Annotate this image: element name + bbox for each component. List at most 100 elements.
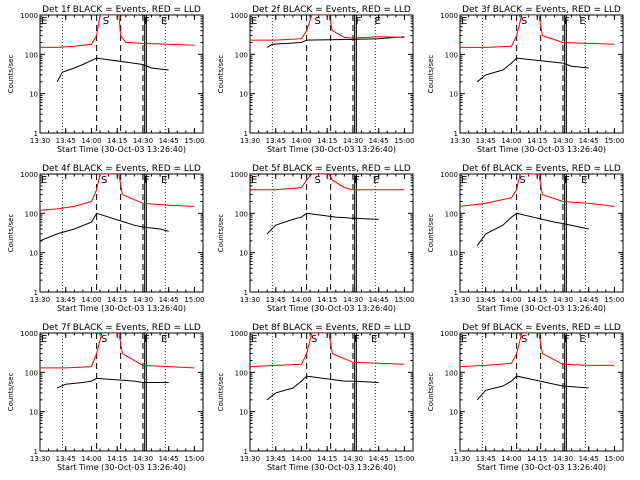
marker-letter-f: F	[354, 334, 360, 345]
x-tick-label: 13:45	[476, 137, 496, 145]
x-tick-label: 14:15	[527, 296, 547, 304]
y-tick-label: 1	[244, 130, 248, 138]
x-axis-label: Start Time (30-Oct-03 13:26:40)	[267, 304, 396, 313]
marker-letter-e: E	[461, 334, 467, 345]
x-tick-label: 14:00	[501, 455, 521, 463]
x-tick-label: 13:30	[30, 296, 50, 304]
marker-letter-e: E	[161, 334, 167, 345]
lld-series-line	[40, 333, 195, 369]
chart-title: Det 9f BLACK = Events, RED = LLD	[462, 323, 621, 333]
y-axis-label: Counts/sec	[427, 373, 435, 412]
y-tick-label: 1	[454, 448, 458, 456]
x-tick-label: 14:15	[107, 296, 127, 304]
y-tick-label: 10	[449, 409, 458, 417]
events-series-line	[266, 36, 405, 48]
marker-letter-f: F	[144, 334, 150, 345]
events-series-line	[266, 375, 379, 401]
marker-letter-s: S	[521, 16, 527, 27]
y-axis-label: Counts/sec	[217, 55, 225, 94]
plot-frame	[249, 14, 414, 134]
y-tick-label: 100	[445, 51, 458, 59]
y-axis-label: Counts/sec	[217, 373, 225, 412]
marker-letter-e: E	[461, 175, 467, 186]
marker-letter-e: E	[579, 334, 585, 345]
x-axis-label: Start Time (30-Oct-03 13:26:40)	[57, 463, 186, 472]
y-tick-labels: 1 10 100 1000	[230, 12, 248, 138]
x-tick-label: 14:45	[369, 137, 389, 145]
y-tick-label: 1000	[230, 12, 248, 20]
y-tick-label: 1000	[20, 171, 38, 179]
marker-letter-s: S	[101, 334, 107, 345]
y-tick-label: 100	[25, 51, 38, 59]
y-tick-label: 100	[25, 369, 38, 377]
x-tick-label: 15:00	[394, 455, 414, 463]
chart-title: Det 6f BLACK = Events, RED = LLD	[462, 164, 621, 174]
x-tick-label: 13:45	[476, 455, 496, 463]
lld-series-line	[460, 174, 615, 207]
panel-6f: Det 6f BLACK = Events, RED = LLD 1 10 100 10…	[427, 164, 625, 313]
lld-series-line	[40, 174, 195, 211]
marker-letter-e: E	[251, 16, 257, 27]
x-tick-label: 14:45	[579, 296, 599, 304]
x-tick-label: 13:30	[240, 137, 260, 145]
chart-title: Det 8f BLACK = Events, RED = LLD	[252, 323, 411, 333]
y-tick-label: 10	[239, 250, 248, 258]
plot-frame	[459, 173, 624, 293]
marker-letter-f: F	[356, 16, 362, 27]
marker-letter-e: E	[581, 175, 587, 186]
events-series-line	[476, 212, 589, 246]
x-tick-label: 14:15	[527, 137, 547, 145]
x-axis-label: Start Time (30-Oct-03 13:26:40)	[267, 145, 396, 154]
x-tick-label: 14:45	[579, 137, 599, 145]
y-tick-labels: 1 10 100 1000	[230, 171, 248, 297]
marker-letter-e: E	[161, 16, 167, 27]
marker-letter-s: S	[311, 334, 317, 345]
y-tick-label: 10	[239, 409, 248, 417]
y-tick-labels: 1 10 100 1000	[20, 12, 38, 138]
x-tick-label: 14:30	[553, 455, 573, 463]
lld-series-line	[460, 15, 615, 48]
y-tick-label: 1	[454, 130, 458, 138]
y-tick-label: 1000	[20, 330, 38, 338]
x-axis-label: Start Time (30-Oct-03 13:26:40)	[57, 304, 186, 313]
x-tick-label: 13:30	[450, 137, 470, 145]
marker-letter-s: S	[314, 175, 320, 186]
x-tick-label: 14:15	[107, 455, 127, 463]
marker-letter-f: F	[144, 175, 150, 186]
x-tick-label: 13:45	[56, 137, 76, 145]
y-tick-label: 100	[235, 51, 248, 59]
y-tick-label: 1	[34, 130, 38, 138]
x-tick-label: 13:45	[266, 296, 286, 304]
y-axis-label: Counts/sec	[427, 55, 435, 94]
x-tick-label: 14:00	[291, 296, 311, 304]
marker-letter-e: E	[371, 334, 377, 345]
plot-frame	[459, 332, 624, 452]
y-tick-label: 10	[239, 91, 248, 99]
y-tick-labels: 1 10 100 1000	[440, 171, 458, 297]
y-axis-label: Counts/sec	[7, 373, 15, 412]
chart-title: Det 2f BLACK = Events, RED = LLD	[252, 5, 411, 15]
marker-letter-e: E	[461, 16, 467, 27]
x-tick-label: 13:45	[266, 137, 286, 145]
panel-9f: Det 9f BLACK = Events, RED = LLD 1 10 100 10…	[427, 323, 625, 472]
y-tick-label: 1000	[440, 12, 458, 20]
y-tick-label: 100	[445, 210, 458, 218]
chart-title: Det 4f BLACK = Events, RED = LLD	[42, 164, 201, 174]
x-axis-label: Start Time (30-Oct-03 13:26:40)	[477, 304, 606, 313]
x-tick-label: 14:45	[159, 137, 179, 145]
y-tick-label: 10	[449, 250, 458, 258]
x-tick-label: 14:00	[501, 137, 521, 145]
marker-letter-f: F	[564, 175, 570, 186]
x-tick-label: 13:45	[56, 455, 76, 463]
x-axis-label: Start Time (30-Oct-03 13:26:40)	[57, 145, 186, 154]
x-tick-label: 14:45	[159, 296, 179, 304]
x-tick-label: 14:45	[369, 455, 389, 463]
x-tick-label: 14:15	[317, 137, 337, 145]
y-tick-label: 10	[29, 91, 38, 99]
x-tick-label: 14:00	[81, 296, 101, 304]
marker-letter-f: F	[144, 16, 150, 27]
x-tick-label: 14:45	[159, 455, 179, 463]
y-tick-labels: 1 10 100 1000	[230, 330, 248, 456]
panel-1f: Det 1f BLACK = Events, RED = LLD 1 10 100 10…	[7, 5, 205, 154]
